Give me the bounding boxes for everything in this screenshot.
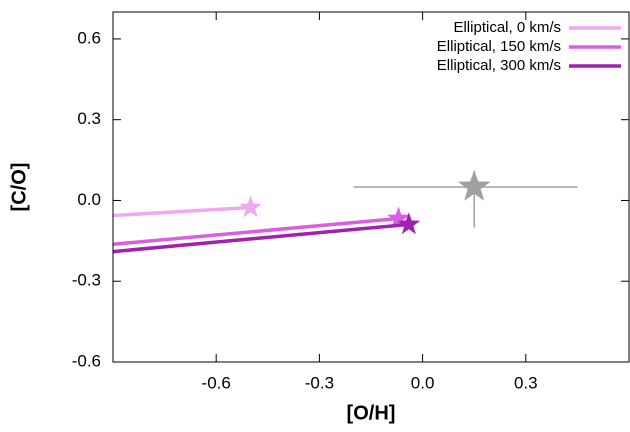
x-axis-label: [O/H] bbox=[347, 402, 396, 424]
y-axis-label: [C/O] bbox=[8, 163, 30, 212]
series-star bbox=[397, 212, 421, 235]
y-tick-label: -0.6 bbox=[72, 351, 101, 370]
series-star bbox=[387, 206, 410, 229]
legend-label: Elliptical, 0 km/s bbox=[453, 19, 561, 36]
plot-frame bbox=[112, 11, 630, 363]
observation-star bbox=[458, 170, 491, 201]
series-line bbox=[112, 222, 409, 254]
y-tick-label: -0.3 bbox=[72, 271, 101, 290]
series-line bbox=[112, 205, 251, 218]
x-tick-label: 0.3 bbox=[514, 373, 538, 392]
y-tick-label: 0.0 bbox=[77, 190, 101, 209]
x-tick-label: -0.3 bbox=[305, 373, 334, 392]
x-tick-label: -0.6 bbox=[202, 373, 231, 392]
legend-label: Elliptical, 150 km/s bbox=[437, 38, 561, 55]
y-tick-label: 0.6 bbox=[77, 28, 101, 47]
legend-label: Elliptical, 300 km/s bbox=[437, 57, 561, 74]
x-tick-label: 0.0 bbox=[411, 373, 435, 392]
series-line bbox=[112, 216, 399, 247]
y-tick-label: 0.3 bbox=[77, 109, 101, 128]
series-star bbox=[239, 195, 262, 218]
